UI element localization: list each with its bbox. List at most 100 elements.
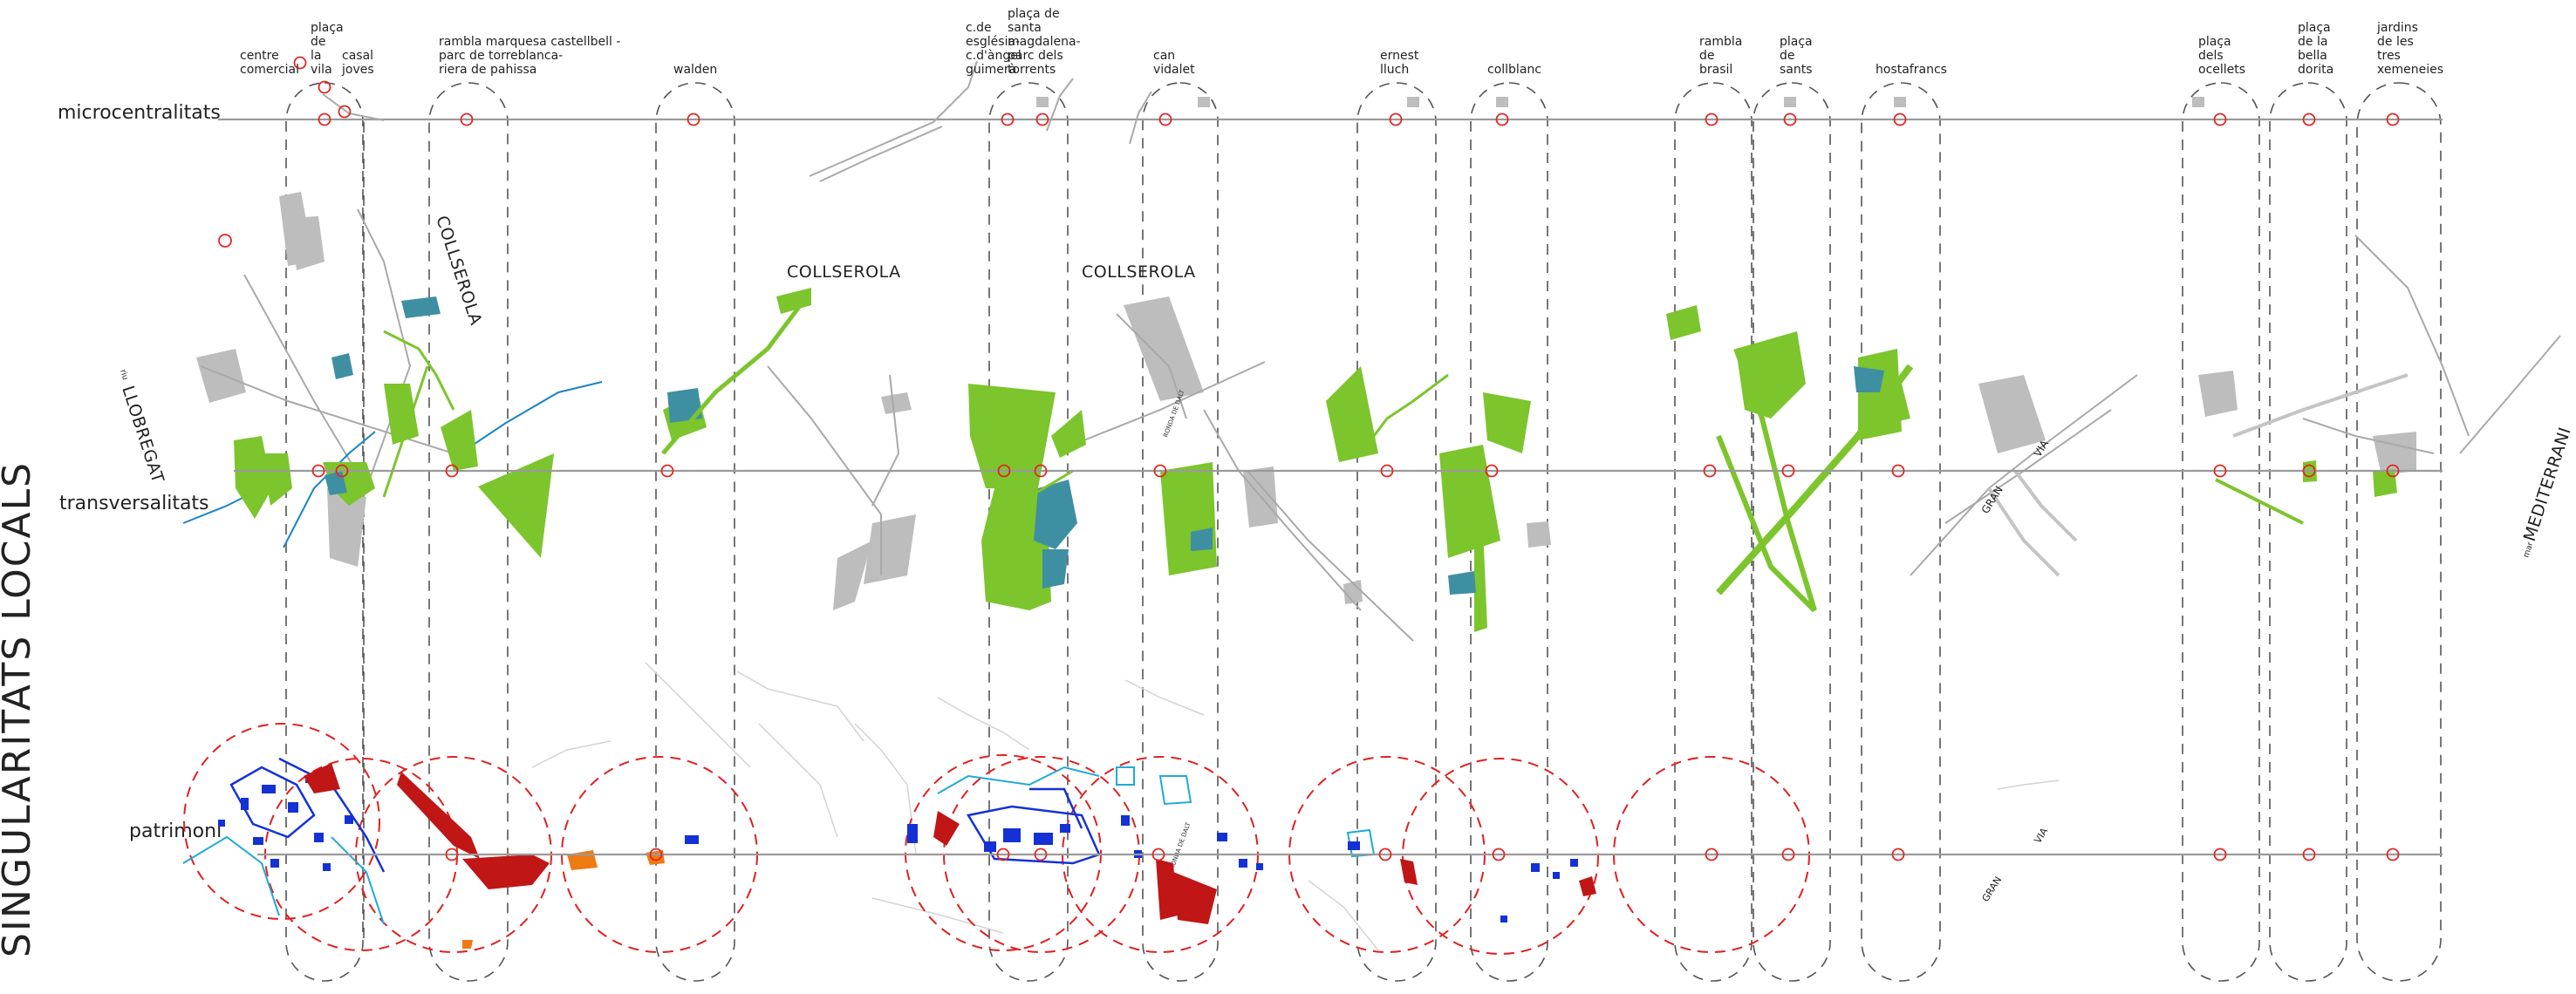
node-patri-c4 bbox=[445, 848, 459, 861]
node-patri-c14 bbox=[2213, 848, 2227, 861]
column-label-c2: plaça de la vila bbox=[311, 21, 344, 77]
node-micro-c4 bbox=[460, 112, 474, 126]
centrality-nodes bbox=[293, 56, 2400, 861]
landmark-collserola-3: COLLSEROLA bbox=[1082, 262, 1196, 282]
node-trans-c4 bbox=[445, 464, 459, 478]
node-micro-c9 bbox=[1389, 112, 1403, 126]
node-micro-c14 bbox=[2213, 112, 2227, 126]
landmark-mediterrani: MEDITERRANI bbox=[2520, 425, 2575, 543]
column-label-c6: c.de església-c.d'àngel guimerà bbox=[966, 21, 1022, 77]
micro-road-4 bbox=[1046, 78, 1074, 132]
node-patri-c13 bbox=[1891, 848, 1905, 861]
node-trans-c15 bbox=[2302, 464, 2316, 478]
node-trans-c7 bbox=[1034, 464, 1048, 478]
column-label-c14: plaça dels ocellets bbox=[2198, 35, 2245, 77]
landmark-granvia-4: VIA bbox=[2033, 826, 2051, 846]
node-micro-c12 bbox=[1783, 112, 1797, 126]
column-pill-10 bbox=[1861, 82, 1941, 982]
node-upper-3 bbox=[338, 105, 352, 119]
node-upper-1 bbox=[293, 56, 307, 70]
diagram-title: SINGULARITATS LOCALS bbox=[0, 461, 39, 957]
landmark-mar-label: mar bbox=[2522, 541, 2535, 558]
column-label-c11: rambla de brasil bbox=[1699, 35, 1742, 77]
node-trans-c9 bbox=[1380, 464, 1394, 478]
micro-pictogram-7 bbox=[2192, 97, 2204, 107]
micro-pictogram-5 bbox=[1784, 97, 1796, 107]
node-patri-c8 bbox=[1151, 848, 1165, 861]
node-trans-c3 bbox=[335, 464, 349, 478]
node-micro-c8 bbox=[1158, 112, 1172, 126]
transversalitats-map: RONDA DE DALT RONDA DE DALT bbox=[182, 192, 2561, 871]
node-micro-c10 bbox=[1495, 112, 1509, 126]
column-pill-11 bbox=[2182, 82, 2260, 982]
node-trans-c11 bbox=[1703, 464, 1717, 478]
axis-curve bbox=[322, 93, 385, 121]
landmark-llobregat: LLOBREGAT bbox=[118, 384, 167, 486]
micro-pictogram-3 bbox=[1407, 97, 1419, 107]
roads bbox=[200, 208, 2561, 642]
green-spaces bbox=[234, 288, 2397, 632]
patrimoni-map bbox=[182, 662, 2060, 955]
landmark-collserola-1: COLLSEROLA bbox=[432, 214, 485, 328]
node-patri-c6 bbox=[996, 848, 1010, 861]
landmark-granvia-3: GRAN bbox=[1980, 875, 2005, 904]
street-sketch bbox=[531, 662, 2060, 951]
column-label-c10: collblanc bbox=[1487, 63, 1541, 77]
heritage-blue bbox=[182, 757, 1578, 925]
node-micro-c5 bbox=[687, 112, 700, 126]
node-micro-c6 bbox=[1001, 112, 1015, 126]
node-trans-c8 bbox=[1153, 464, 1167, 478]
heritage-red bbox=[304, 763, 1596, 924]
column-pill-1 bbox=[285, 82, 364, 982]
column-pills bbox=[285, 82, 2442, 982]
micro-pictogram-6 bbox=[1894, 97, 1906, 107]
landmark-collserola-2: COLLSEROLA bbox=[787, 262, 901, 282]
micro-pictogram-1 bbox=[1036, 97, 1049, 107]
node-patri-c5 bbox=[649, 848, 663, 861]
micro-pictogram-4 bbox=[1496, 97, 1508, 107]
landmark-granvia-1: GRAN bbox=[1979, 484, 2005, 516]
node-patri-c16 bbox=[2386, 848, 2400, 861]
column-pill-8 bbox=[1674, 82, 1753, 982]
column-label-c3: casal joves bbox=[341, 49, 374, 77]
node-patri-c11 bbox=[1705, 848, 1718, 861]
row-label-microcentralitats: microcentralitats bbox=[58, 102, 221, 124]
column-pill-13 bbox=[2356, 82, 2442, 982]
micro-road-3 bbox=[1129, 91, 1152, 145]
node-trans-c13 bbox=[1891, 464, 1905, 478]
micro-road-1 bbox=[809, 60, 978, 177]
heritage-rings bbox=[183, 723, 1810, 955]
column-label-c16: jardins de les tres xemeneies bbox=[2376, 21, 2443, 77]
node-micro-c7 bbox=[1035, 112, 1049, 126]
row-label-patrimoni: patrimoni bbox=[129, 820, 222, 842]
road-labels: RONDA DE DALT RONDA DE DALT bbox=[1162, 389, 1192, 871]
node-trans-c2 bbox=[311, 464, 325, 478]
node-trans-c14 bbox=[2213, 464, 2227, 478]
column-pill-6 bbox=[1356, 82, 1437, 982]
column-pill-12 bbox=[2269, 82, 2347, 982]
node-micro-c13 bbox=[1893, 112, 1907, 126]
node-trans-c6 bbox=[997, 464, 1011, 478]
row-label-transversalitats: transversalitats bbox=[59, 493, 209, 514]
node-trans-c5 bbox=[660, 464, 674, 478]
column-label-c9: ernest lluch bbox=[1380, 49, 1419, 77]
column-label-c7: plaça de santa magdalena-parc dels torrents bbox=[1008, 7, 1081, 77]
landmark-riu-label: riu bbox=[118, 369, 129, 381]
column-label-c13: hostafrancs bbox=[1876, 63, 1947, 77]
column-pill-3 bbox=[655, 82, 735, 982]
node-trans-c12 bbox=[1781, 464, 1795, 478]
node-micro-c11 bbox=[1705, 112, 1718, 126]
node-micro-c3 bbox=[318, 112, 331, 126]
column-pill-5 bbox=[1142, 82, 1219, 982]
column-pill-9 bbox=[1753, 82, 1831, 982]
column-label-c5: walden bbox=[673, 63, 717, 77]
node-patri-c7 bbox=[1034, 848, 1048, 861]
micro-road-2 bbox=[819, 126, 943, 182]
node-trans-c10 bbox=[1485, 464, 1499, 478]
column-label-c15: plaça de la bella dorita bbox=[2298, 21, 2333, 77]
node-micro-c15 bbox=[2302, 112, 2316, 126]
column-pill-2 bbox=[428, 82, 509, 982]
column-label-c12: plaça de sants bbox=[1780, 35, 1813, 77]
